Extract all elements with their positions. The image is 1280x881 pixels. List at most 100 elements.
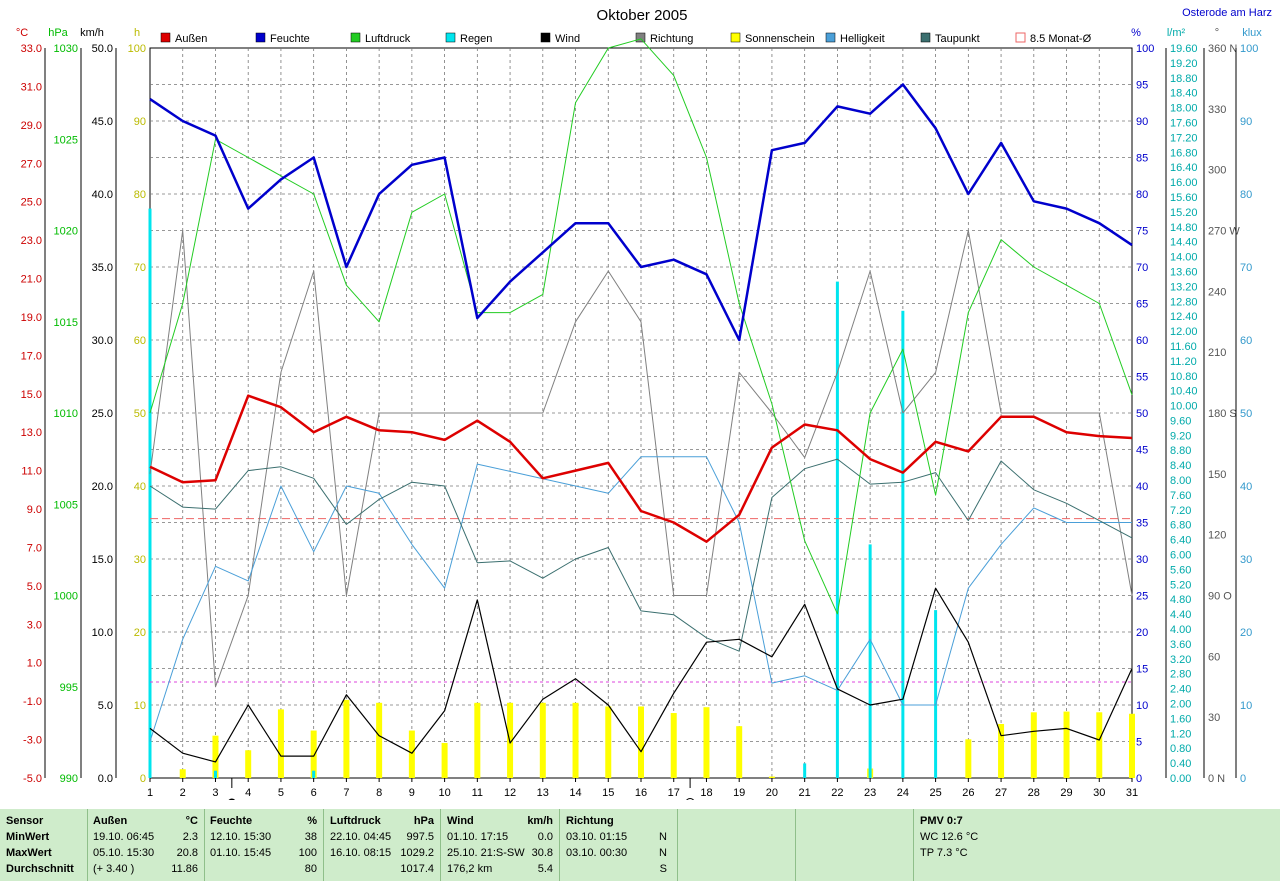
direction-tick-label: 0 N [1208,773,1225,785]
direction-tick-label: 270 W [1208,226,1240,238]
richtung-max-value: N [659,847,667,859]
x-tick-label: 23 [864,787,876,799]
chart-legend: Außen Feuchte Luftdruck Regen Wind Richtung So… [160,32,1092,45]
temperature-tick-label: 1.0 [27,658,42,670]
x-tick-label: 15 [602,787,614,799]
rain-tick-label: 12.40 [1170,311,1198,323]
x-tick-label: 2 [180,787,186,799]
sunshine-bar [408,730,415,778]
pressure-tick-label: 995 [60,682,78,694]
x-tick-label: 4 [245,787,251,799]
wind-tick-label: 20.0 [92,481,113,493]
outdoor-temperature-line [149,394,1133,543]
direction-tick-label: 330 [1208,104,1226,116]
luftdruck-min-time: 22.10. 04:45 [330,831,392,843]
humidity-line [149,83,1133,342]
feuchte-max-time: 01.10. 15:45 [210,847,272,859]
legend-swatch-helligkeit [825,32,836,43]
pressure-tick-label: 1020 [54,226,78,238]
sunshine-bar [703,707,710,778]
wind-max-value: 30.8 [531,847,553,859]
x-tick-label: 7 [343,787,349,799]
temperature-unit-label: °C [16,27,28,39]
pressure-tick-label: 1005 [54,499,78,511]
direction-tick-label: 90 O [1208,591,1232,603]
humidity-tick-label: 65 [1136,299,1148,311]
header-wind: Wind [447,815,474,827]
wind-max-time: 25.10. 21:S-SW [447,847,525,859]
rain-tick-label: 16.40 [1170,162,1198,174]
sunshine-bar [539,702,546,778]
legend-label-feuchte: Feuchte [270,33,310,45]
rain-tick-label: 16.80 [1170,147,1198,159]
sunshine-bar [768,776,775,778]
richtung-min-time: 03.10. 01:15 [566,831,628,843]
temperature-tick-label: 9.0 [27,504,42,516]
wind-direction-line [149,230,1133,688]
rain-tick-label: 0.40 [1170,758,1191,770]
wind-avg-value: 5.4 [537,863,553,875]
sunshine-bar [245,750,252,778]
humidity-tick-label: 25 [1136,591,1148,603]
aussen-avg-value: 11.86 [171,863,198,875]
sunshine-tick-label: 40 [134,481,146,493]
sunshine-bar [638,706,644,778]
direction-tick-label: 150 [1208,469,1226,481]
feuchte-avg-value: 80 [304,863,317,875]
sunshine-tick-label: 80 [134,189,146,201]
x-tick-label: 30 [1093,787,1105,799]
x-tick-label: 8 [376,787,382,799]
x-tick-label: 19 [733,787,745,799]
rain-tick-label: 12.80 [1170,296,1198,308]
rain-tick-label: 10.80 [1170,371,1198,383]
statistics-table: Sensor MinWert MaxWert Durchschnitt Auße… [0,809,1280,881]
stats-empty-column-1 [678,809,796,881]
rain-tick-label: 2.40 [1170,684,1191,696]
rain-tick-label: 17.20 [1170,132,1198,144]
wind-tick-label: 25.0 [92,408,113,420]
stats-luftdruck-column: Luftdruck hPa 22.10. 04:45 997.5 16.10. 08… [324,809,441,881]
legend-swatch-au-en [160,32,171,43]
temperature-tick-label: -3.0 [23,735,42,747]
label-min: MinWert [6,831,50,843]
stats-aussen-column: Außen °C 19.10. 06:45 2.3 05.10. 15:30 20.8… [88,809,205,881]
pmv-windchill: WC 12.6 °C [920,831,979,843]
brightness-tick-label: 100 [1240,43,1258,55]
sunshine-bar [310,730,317,778]
stats-pmv-column: PMV 0:7 WC 12.6 °C TP 7.3 °C [914,809,1280,881]
brightness-tick-label: 80 [1240,189,1252,201]
rain-tick-label: 9.60 [1170,415,1191,427]
rain-tick-label: 5.20 [1170,579,1191,591]
sunshine-bar [343,699,350,778]
rain-tick-label: 0.00 [1170,773,1191,785]
sunshine-bar [179,769,186,778]
rain-tick-label: 6.40 [1170,535,1191,547]
aussen-min-time: 19.10. 06:45 [93,831,155,843]
x-tick-label: 27 [995,787,1007,799]
x-tick-label: 24 [897,787,909,799]
sunshine-bar [1030,712,1037,778]
humidity-tick-label: 75 [1136,226,1148,238]
direction-tick-label: 120 [1208,530,1226,542]
sunshine-tick-label: 100 [128,43,146,55]
sunshine-bar [1096,712,1103,778]
wind-tick-label: 50.0 [92,43,113,55]
rain-tick-label: 4.00 [1170,624,1191,636]
rain-tick-label: 14.40 [1170,237,1198,249]
direction-tick-label: 210 [1208,347,1226,359]
temperature-tick-label: 3.0 [27,619,42,631]
sunshine-tick-label: 50 [134,408,146,420]
legend-swatch-feuchte [255,32,266,43]
sunshine-tick-label: 20 [134,627,146,639]
series-lines [149,38,1133,763]
pressure-tick-label: 1025 [54,134,78,146]
humidity-tick-label: 50 [1136,408,1148,420]
wind-unit-label: km/h [80,27,104,39]
sunshine-bar [277,709,284,778]
temperature-tick-label: 13.0 [21,427,42,439]
brightness-tick-label: 10 [1240,700,1252,712]
pressure-tick-label: 1010 [54,408,78,420]
humidity-tick-label: 5 [1136,737,1142,749]
direction-tick-label: 360 N [1208,43,1237,55]
pressure-tick-label: 1015 [54,317,78,329]
